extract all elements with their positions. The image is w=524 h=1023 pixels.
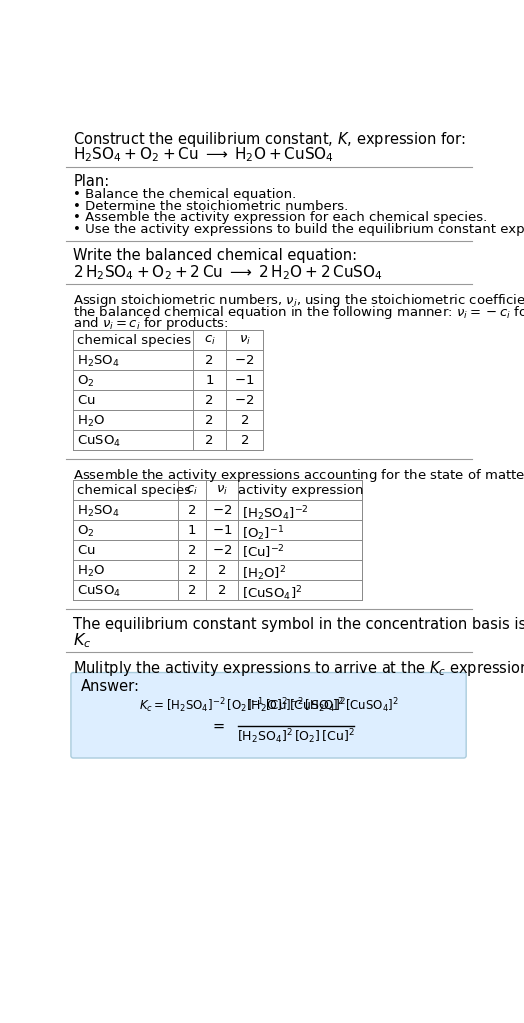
Text: $-2$: $-2$ [234, 394, 255, 407]
Text: $\mathrm{O_2}$: $\mathrm{O_2}$ [77, 373, 95, 389]
Text: $-1$: $-1$ [234, 373, 255, 387]
Text: $\mathrm{CuSO_4}$: $\mathrm{CuSO_4}$ [77, 434, 121, 449]
Text: $\mathrm{O_2}$: $\mathrm{O_2}$ [77, 524, 95, 539]
Text: 1: 1 [205, 373, 214, 387]
Text: Construct the equilibrium constant, $K$, expression for:: Construct the equilibrium constant, $K$,… [73, 131, 466, 149]
Text: $[\mathrm{H_2O}]^{2}$: $[\mathrm{H_2O}]^{2}$ [242, 564, 286, 583]
Text: chemical species: chemical species [77, 333, 191, 347]
Text: 2: 2 [205, 434, 214, 447]
Text: $[\mathrm{O_2}]^{-1}$: $[\mathrm{O_2}]^{-1}$ [242, 524, 284, 542]
Text: $\nu_i$: $\nu_i$ [216, 484, 228, 497]
Text: $-2$: $-2$ [212, 504, 232, 517]
Text: $[\mathrm{Cu}]^{-2}$: $[\mathrm{Cu}]^{-2}$ [242, 544, 285, 562]
Text: Assemble the activity expressions accounting for the state of matter and $\nu_i$: Assemble the activity expressions accoun… [73, 466, 524, 484]
Text: Answer:: Answer: [81, 679, 140, 695]
Text: the balanced chemical equation in the following manner: $\nu_i = -c_i$ for react: the balanced chemical equation in the fo… [73, 304, 524, 320]
Text: $\mathrm{H_2O}$: $\mathrm{H_2O}$ [77, 564, 105, 579]
Text: $\mathrm{Cu}$: $\mathrm{Cu}$ [77, 544, 95, 557]
Text: 1: 1 [188, 524, 196, 537]
Text: $[\mathrm{CuSO_4}]^{2}$: $[\mathrm{CuSO_4}]^{2}$ [242, 584, 302, 603]
Text: $[\mathrm{H_2SO_4}]^2\,[\mathrm{O_2}]\,[\mathrm{Cu}]^2$: $[\mathrm{H_2SO_4}]^2\,[\mathrm{O_2}]\,[… [237, 727, 355, 746]
Text: $K_c = [\mathrm{H_2SO_4}]^{-2}\,[\mathrm{O_2}]^{-1}\,[\mathrm{Cu}]^{-2}\,[\mathr: $K_c = [\mathrm{H_2SO_4}]^{-2}\,[\mathrm… [138, 697, 399, 715]
Text: Assign stoichiometric numbers, $\nu_i$, using the stoichiometric coefficients, $: Assign stoichiometric numbers, $\nu_i$, … [73, 293, 524, 309]
Text: $\mathrm{H_2SO_4}$: $\mathrm{H_2SO_4}$ [77, 354, 120, 369]
Text: $-1$: $-1$ [212, 524, 232, 537]
Text: $[\mathrm{H_2SO_4}]^{-2}$: $[\mathrm{H_2SO_4}]^{-2}$ [242, 504, 309, 523]
Text: 2: 2 [205, 354, 214, 367]
Text: chemical species: chemical species [77, 484, 191, 497]
Text: $2$: $2$ [240, 434, 249, 447]
Text: $c_i$: $c_i$ [204, 333, 215, 347]
Text: $2$: $2$ [240, 414, 249, 427]
Text: $\mathrm{2\,H_2SO_4 + O_2 + 2\,Cu \;\longrightarrow\; 2\,H_2O + 2\,CuSO_4}$: $\mathrm{2\,H_2SO_4 + O_2 + 2\,Cu \;\lon… [73, 263, 383, 281]
Text: $\mathrm{Cu}$: $\mathrm{Cu}$ [77, 394, 95, 407]
Text: $\mathrm{H_2O}$: $\mathrm{H_2O}$ [77, 414, 105, 429]
Text: $\mathrm{CuSO_4}$: $\mathrm{CuSO_4}$ [77, 584, 121, 599]
Text: • Use the activity expressions to build the equilibrium constant expression.: • Use the activity expressions to build … [73, 223, 524, 236]
Text: • Balance the chemical equation.: • Balance the chemical equation. [73, 188, 297, 202]
Text: 2: 2 [188, 584, 196, 597]
Text: Write the balanced chemical equation:: Write the balanced chemical equation: [73, 249, 357, 263]
Text: $2$: $2$ [217, 584, 226, 597]
Text: 2: 2 [188, 544, 196, 557]
Text: • Determine the stoichiometric numbers.: • Determine the stoichiometric numbers. [73, 199, 348, 213]
Text: $\nu_i$: $\nu_i$ [238, 333, 250, 347]
Text: $[\mathrm{H_2O}]^2\,[\mathrm{CuSO_4}]^2$: $[\mathrm{H_2O}]^2\,[\mathrm{CuSO_4}]^2$ [246, 697, 346, 715]
Text: $\mathrm{H_2SO_4}$: $\mathrm{H_2SO_4}$ [77, 504, 120, 519]
Text: 2: 2 [188, 504, 196, 517]
Text: and $\nu_i = c_i$ for products:: and $\nu_i = c_i$ for products: [73, 315, 229, 332]
Text: 2: 2 [188, 564, 196, 577]
Text: activity expression: activity expression [237, 484, 363, 497]
Text: $\mathrm{H_2SO_4 + O_2 + Cu \;\longrightarrow\; H_2O + CuSO_4}$: $\mathrm{H_2SO_4 + O_2 + Cu \;\longright… [73, 145, 334, 164]
Text: Mulitply the activity expressions to arrive at the $K_c$ expression:: Mulitply the activity expressions to arr… [73, 660, 524, 678]
Text: $2$: $2$ [217, 564, 226, 577]
Text: 2: 2 [205, 414, 214, 427]
Text: $K_c$: $K_c$ [73, 632, 92, 651]
FancyBboxPatch shape [71, 672, 466, 758]
Text: $c_i$: $c_i$ [186, 484, 198, 497]
Text: $-2$: $-2$ [212, 544, 232, 557]
Text: • Assemble the activity expression for each chemical species.: • Assemble the activity expression for e… [73, 212, 487, 224]
Text: 2: 2 [205, 394, 214, 407]
Text: The equilibrium constant symbol in the concentration basis is:: The equilibrium constant symbol in the c… [73, 617, 524, 632]
Text: $-2$: $-2$ [234, 354, 255, 367]
Text: Plan:: Plan: [73, 174, 110, 189]
Text: $=$: $=$ [211, 718, 226, 733]
